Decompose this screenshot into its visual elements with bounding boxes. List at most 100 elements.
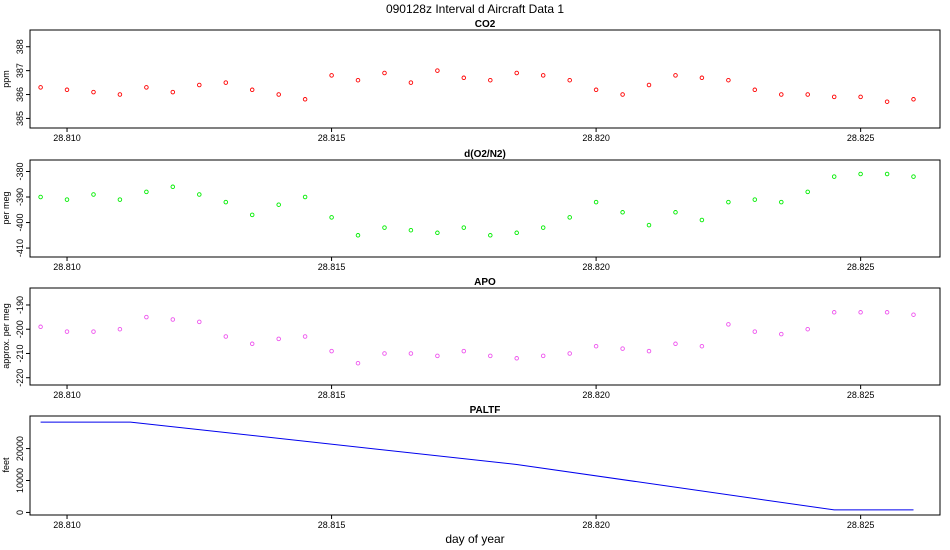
o2n2-data-point xyxy=(355,233,361,238)
co2-y-tick-label: 385 xyxy=(15,111,25,126)
apo-data-point xyxy=(197,319,202,325)
paltf-series-line xyxy=(40,421,914,511)
co2-data-point xyxy=(144,85,149,90)
co2-data-point xyxy=(752,87,758,93)
co2-data-point xyxy=(117,92,123,97)
o2n2-y-tick-label: -400 xyxy=(15,214,25,232)
o2n2-data-point xyxy=(144,189,149,195)
paltf-y-tick-label: 10000 xyxy=(15,468,25,493)
o2n2-data-point xyxy=(567,215,572,220)
o2n2-data-point xyxy=(752,197,758,202)
apo-data-point xyxy=(408,351,414,356)
paltf-y-tick-label: 0 xyxy=(15,510,25,515)
co2-panel: CO2 ppm 28.810 28.815 28.820 28.825 385 386 38… xyxy=(1,19,941,143)
co2-data-point xyxy=(514,70,519,76)
apo-data-point xyxy=(779,331,784,337)
o2n2-data-point xyxy=(382,225,387,230)
apo-ylabel: approx. per meg xyxy=(1,303,11,369)
apo-y-tick-label: -210 xyxy=(15,344,25,362)
apo-data-point xyxy=(540,353,546,359)
o2n2-data-point xyxy=(858,171,863,177)
o2n2-data-point xyxy=(805,189,810,195)
paltf-x-tick-label: 28.820 xyxy=(582,520,610,530)
apo-data-point xyxy=(382,351,387,356)
co2-data-point xyxy=(805,92,810,97)
o2n2-data-point xyxy=(91,192,96,197)
apo-data-point xyxy=(249,341,255,347)
co2-data-point xyxy=(673,73,678,78)
co2-x-tick-label: 28.820 xyxy=(582,133,610,143)
o2n2-x-tick-label: 28.810 xyxy=(53,262,81,272)
co2-data-point xyxy=(858,94,863,100)
o2n2-data-point xyxy=(884,171,890,177)
o2n2-x-tick-label: 28.820 xyxy=(582,262,610,272)
co2-data-point xyxy=(779,92,784,97)
apo-x-tick-label: 28.810 xyxy=(53,390,81,400)
co2-y-tick-label: 387 xyxy=(15,63,25,78)
apo-data-point xyxy=(144,314,149,320)
co2-data-point xyxy=(911,97,916,102)
o2n2-data-point xyxy=(38,194,43,200)
co2-data-point xyxy=(699,75,705,81)
apo-data-point xyxy=(276,336,281,342)
o2n2-data-point xyxy=(699,217,705,223)
apo-data-point xyxy=(911,312,916,317)
o2n2-data-point xyxy=(170,184,176,190)
co2-data-point xyxy=(646,82,652,88)
apo-data-point xyxy=(673,341,678,347)
apo-x-tick-label: 28.825 xyxy=(847,390,875,400)
co2-y-tick-label: 386 xyxy=(15,87,25,102)
o2n2-data-point xyxy=(64,197,70,202)
co2-data-point xyxy=(223,80,229,85)
o2n2-y-tick-label: -390 xyxy=(15,188,25,206)
co2-data-point xyxy=(540,73,546,78)
apo-y-tick-label: -220 xyxy=(15,369,25,387)
apo-data-point xyxy=(831,310,837,315)
o2n2-data-point xyxy=(435,230,440,236)
apo-title: APO xyxy=(474,277,496,288)
o2n2-ylabel: per meg xyxy=(1,191,11,224)
co2-x-tick-label: 28.810 xyxy=(53,133,81,143)
o2n2-data-point xyxy=(223,199,229,205)
o2n2-data-point xyxy=(646,222,652,228)
o2n2-data-point xyxy=(302,194,308,200)
o2n2-title: d(O2/N2) xyxy=(464,149,506,160)
co2-data-point xyxy=(408,80,414,85)
o2n2-x-tick-label: 28.815 xyxy=(318,262,346,272)
apo-data-point xyxy=(64,329,70,334)
co2-data-point xyxy=(276,92,281,97)
apo-data-point xyxy=(117,326,123,332)
co2-data-point xyxy=(249,87,255,93)
paltf-ylabel: feet xyxy=(1,457,11,473)
apo-data-point xyxy=(329,348,334,354)
apo-y-tick-label: -200 xyxy=(15,320,25,338)
paltf-x-tick-label: 28.825 xyxy=(847,520,875,530)
apo-data-point xyxy=(91,329,96,334)
paltf-x-tick-label: 28.815 xyxy=(318,520,346,530)
o2n2-data-point xyxy=(726,199,731,205)
co2-y-tick-label: 388 xyxy=(15,39,25,54)
o2n2-data-point xyxy=(117,197,123,202)
co2-data-point xyxy=(488,77,493,83)
o2n2-data-point xyxy=(831,174,837,179)
co2-data-point xyxy=(38,85,43,90)
o2n2-y-tick-label: -410 xyxy=(15,239,25,257)
co2-data-point xyxy=(170,89,176,95)
co2-data-point xyxy=(91,89,96,95)
o2n2-panel: d(O2/N2) per meg 28.810 28.815 28.820 28.82… xyxy=(1,149,941,272)
o2n2-data-point xyxy=(329,215,334,220)
o2n2-data-point xyxy=(673,210,678,215)
o2n2-data-point xyxy=(540,225,546,230)
paltf-y-tick-label: 20000 xyxy=(15,436,25,461)
apo-data-point xyxy=(726,322,731,327)
co2-data-point xyxy=(197,82,202,88)
co2-data-point xyxy=(461,75,467,81)
o2n2-data-point xyxy=(461,225,467,230)
x-axis-label: day of year xyxy=(445,532,504,546)
co2-data-point xyxy=(302,97,308,102)
o2n2-data-point xyxy=(197,192,202,197)
o2n2-data-point xyxy=(593,199,599,205)
apo-data-point xyxy=(488,353,493,359)
co2-data-point xyxy=(382,70,387,76)
